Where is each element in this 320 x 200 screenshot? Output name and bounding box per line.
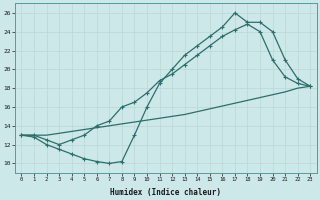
X-axis label: Humidex (Indice chaleur): Humidex (Indice chaleur) (110, 188, 221, 197)
